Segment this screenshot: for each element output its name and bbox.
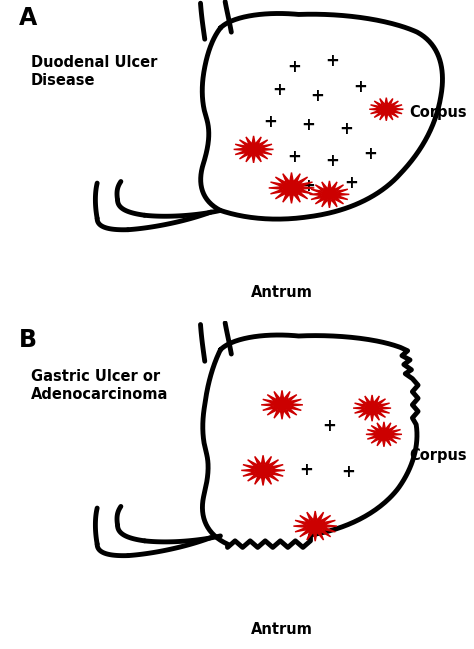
Text: Duodenal Ulcer
Disease: Duodenal Ulcer Disease xyxy=(31,55,157,88)
Text: +: + xyxy=(287,58,301,77)
Text: +: + xyxy=(363,145,377,163)
Text: Antrum: Antrum xyxy=(251,622,313,637)
Polygon shape xyxy=(293,511,337,541)
Text: +: + xyxy=(301,177,315,195)
Text: +: + xyxy=(273,81,287,99)
Text: +: + xyxy=(263,113,277,131)
Text: +: + xyxy=(344,174,358,192)
Polygon shape xyxy=(353,395,391,421)
Text: +: + xyxy=(341,463,356,481)
Text: +: + xyxy=(339,119,353,138)
Polygon shape xyxy=(261,391,303,419)
Text: +: + xyxy=(325,152,339,169)
Polygon shape xyxy=(241,456,285,485)
Text: +: + xyxy=(322,417,337,435)
Text: Antrum: Antrum xyxy=(251,285,313,300)
Text: +: + xyxy=(325,52,339,70)
Polygon shape xyxy=(366,422,402,447)
Polygon shape xyxy=(369,97,403,121)
Polygon shape xyxy=(310,181,349,208)
Text: Corpus: Corpus xyxy=(409,448,467,463)
Text: +: + xyxy=(301,116,315,134)
Text: B: B xyxy=(19,328,37,352)
Text: Gastric Ulcer or
Adenocarcinoma: Gastric Ulcer or Adenocarcinoma xyxy=(31,369,168,402)
Polygon shape xyxy=(269,173,314,203)
Text: +: + xyxy=(287,149,301,166)
Text: +: + xyxy=(299,461,313,480)
Polygon shape xyxy=(201,14,442,219)
Text: +: + xyxy=(310,88,325,105)
Text: +: + xyxy=(353,78,367,96)
Text: A: A xyxy=(19,6,37,31)
Polygon shape xyxy=(202,335,418,547)
Text: Corpus: Corpus xyxy=(409,105,467,120)
Polygon shape xyxy=(234,136,273,163)
